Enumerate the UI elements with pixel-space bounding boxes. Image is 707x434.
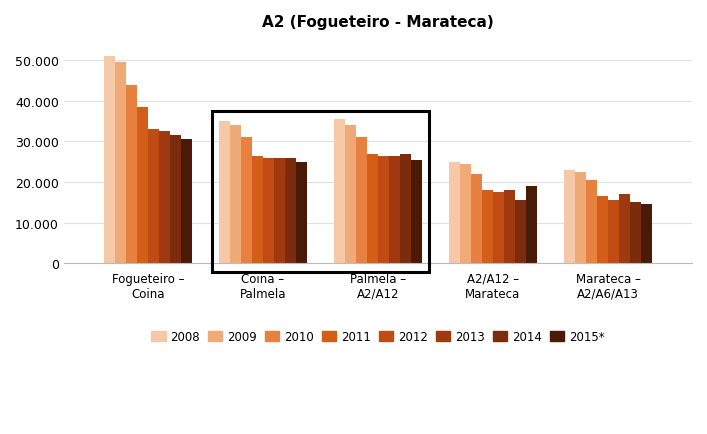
Bar [285,158,296,264]
Bar [180,140,192,264]
Bar [597,197,608,264]
Bar [630,203,641,264]
Bar [575,173,586,264]
Bar [619,195,630,264]
Bar [449,162,460,264]
Bar [115,63,126,264]
Legend: 2008, 2009, 2010, 2011, 2012, 2013, 2014, 2015*: 2008, 2009, 2010, 2011, 2012, 2013, 2014… [146,326,609,348]
Bar [493,193,504,264]
Bar [460,164,471,264]
Bar [170,136,180,264]
Bar [389,156,399,264]
Bar [608,201,619,264]
Bar [159,132,170,264]
Bar [515,201,526,264]
Bar [334,120,345,264]
Bar [148,130,159,264]
Bar [378,156,389,264]
Bar [482,191,493,264]
Bar [252,156,263,264]
Bar [230,126,241,264]
Bar [345,126,356,264]
Bar [471,174,482,264]
Bar [411,161,421,264]
Bar [641,205,652,264]
Bar [586,181,597,264]
Bar [241,138,252,264]
Bar [526,187,537,264]
Bar [356,138,367,264]
Bar [564,171,575,264]
Bar [263,158,274,264]
Bar [399,155,411,264]
Bar [504,191,515,264]
Bar [367,155,378,264]
Bar [296,162,307,264]
Bar [137,108,148,264]
Title: A2 (Fogueteiro - Marateca): A2 (Fogueteiro - Marateca) [262,15,493,30]
Bar [219,122,230,264]
Bar [126,85,137,264]
Bar [274,158,285,264]
Bar [104,57,115,264]
